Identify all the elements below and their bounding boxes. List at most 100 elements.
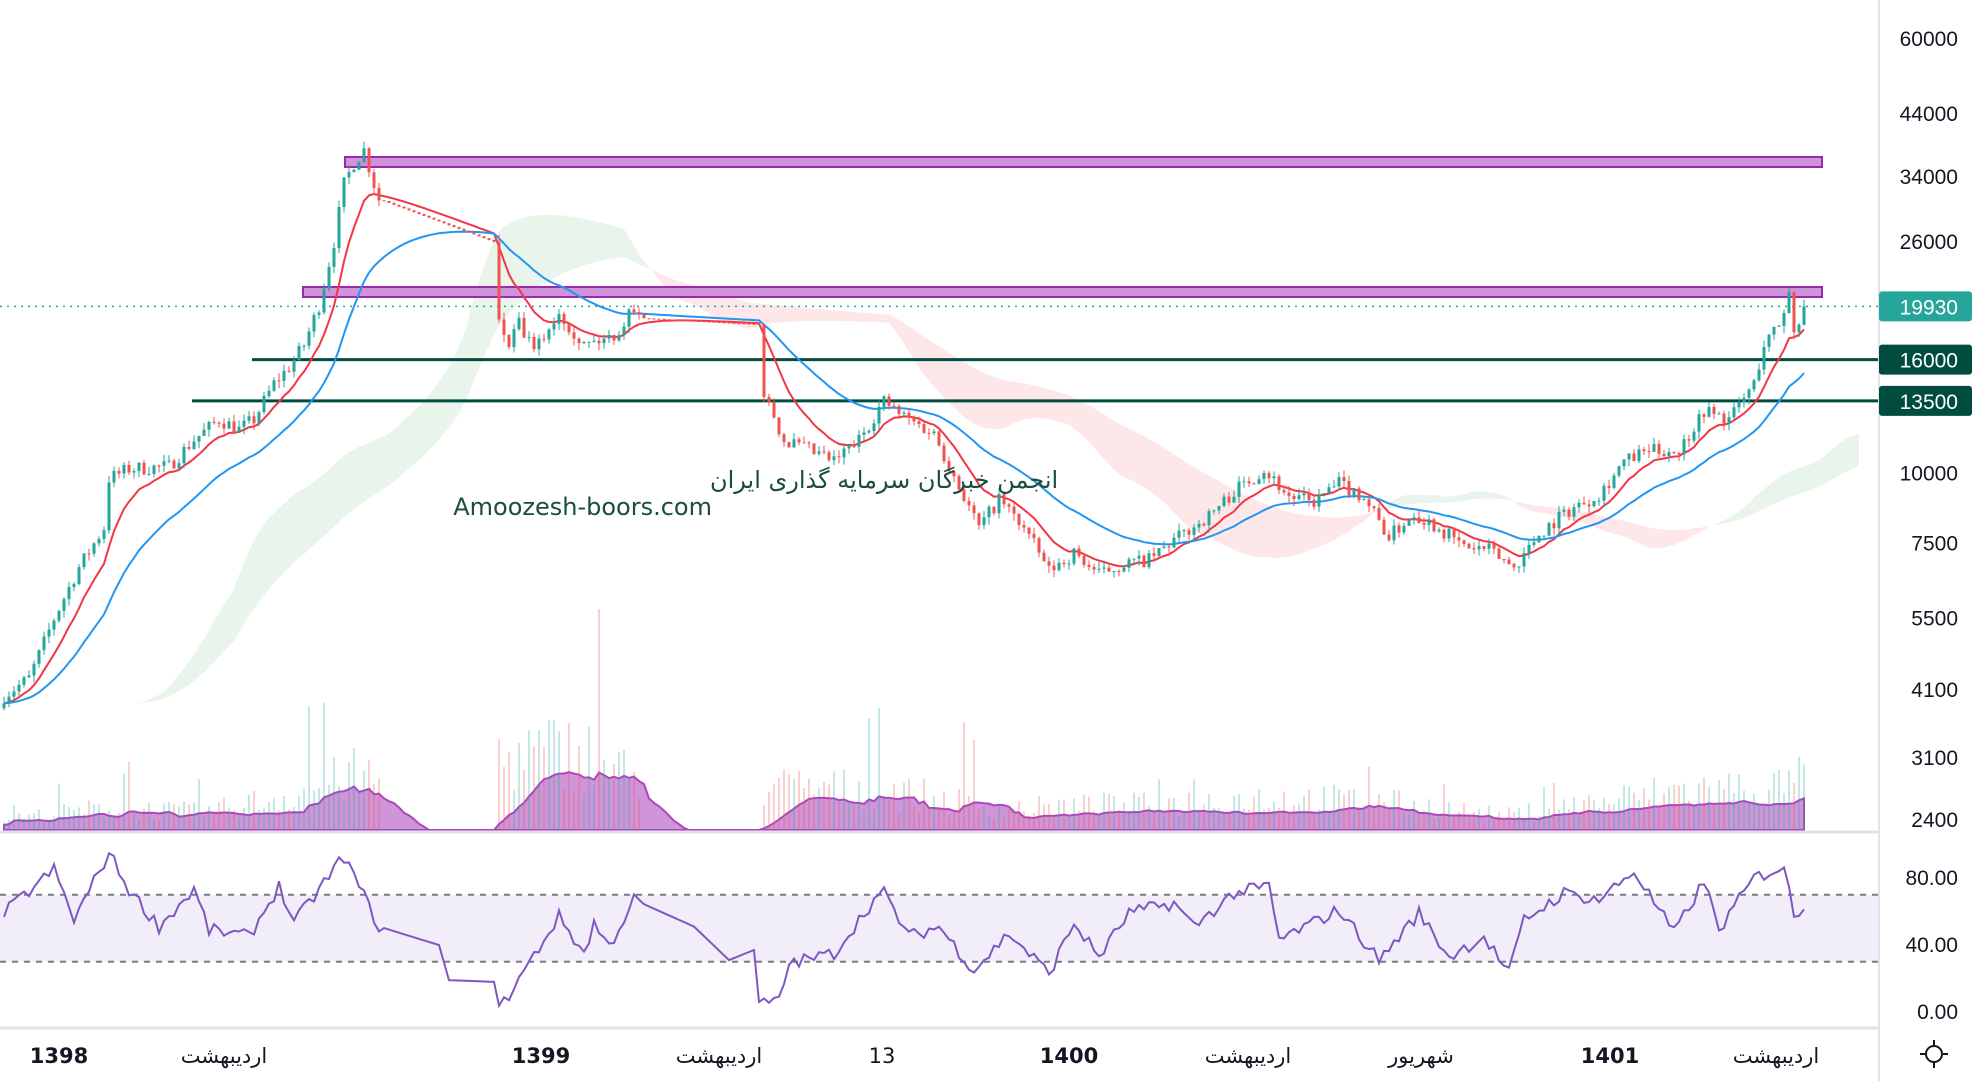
- cloud-segment: [659, 272, 664, 286]
- candle-body: [1762, 346, 1766, 370]
- candle-body: [262, 395, 266, 413]
- cloud-segment: [1299, 514, 1304, 555]
- cloud-segment: [299, 488, 304, 558]
- cloud-segment: [1069, 395, 1074, 429]
- cloud-segment: [364, 443, 369, 502]
- cloud-segment: [1219, 481, 1224, 546]
- cloud-segment: [1644, 526, 1649, 548]
- cloud-segment: [1109, 417, 1114, 470]
- cloud-segment: [639, 254, 644, 267]
- cloud-segment: [549, 214, 554, 281]
- cloud-segment: [1264, 503, 1269, 558]
- candle-body: [1022, 524, 1026, 528]
- candle-body: [1117, 571, 1121, 573]
- price-tick: 3100: [1911, 747, 1958, 770]
- cloud-segment: [1474, 491, 1479, 500]
- candle-body: [1132, 558, 1136, 560]
- cloud-segment: [999, 378, 1004, 430]
- candle-body: [747, 323, 751, 325]
- cloud-segment: [1244, 494, 1249, 556]
- candle-body: [1332, 486, 1336, 488]
- cloud-segment: [1664, 529, 1669, 548]
- cloud-segment: [1424, 495, 1429, 504]
- cloud-segment: [249, 540, 254, 617]
- price-axis[interactable]: [1879, 0, 1972, 1081]
- candle-body: [1437, 529, 1441, 532]
- candle-body: [422, 214, 426, 216]
- cloud-segment: [1609, 517, 1614, 535]
- candle-body: [357, 162, 361, 170]
- cloud-segment: [194, 646, 199, 681]
- cloud-segment: [1164, 447, 1169, 508]
- cloud-segment: [434, 382, 439, 446]
- cloud-segment: [1524, 503, 1529, 511]
- settings-icon[interactable]: [1920, 1040, 1948, 1068]
- candle-body: [867, 430, 871, 433]
- candle-body: [507, 334, 511, 348]
- cloud-segment: [1719, 520, 1724, 525]
- cloud-segment: [239, 561, 244, 633]
- candle-body: [1627, 453, 1631, 460]
- cloud-segment: [1129, 428, 1134, 482]
- ma-slow-line: [3, 230, 1805, 705]
- cloud-segment: [814, 308, 819, 321]
- candle-body: [872, 423, 876, 431]
- cloud-segment: [1509, 498, 1514, 502]
- candle-body: [152, 465, 156, 474]
- cloud-segment: [1194, 467, 1199, 534]
- candle-body: [1347, 480, 1351, 496]
- cloud-segment: [1054, 390, 1059, 422]
- cloud-segment: [1514, 501, 1519, 506]
- cloud-segment: [259, 524, 264, 602]
- cloud-segment: [1099, 411, 1104, 459]
- candle-body: [1177, 530, 1181, 538]
- candle-body: [432, 217, 436, 220]
- cloud-segment: [1819, 456, 1824, 487]
- rsi-tick: 40.00: [1905, 934, 1958, 957]
- cloud-segment: [1849, 435, 1854, 471]
- candle-body: [1732, 407, 1736, 418]
- time-tick: 1398: [30, 1044, 88, 1068]
- candle-body: [427, 215, 431, 218]
- cloud-segment: [1319, 516, 1324, 547]
- cloud-segment: [174, 674, 179, 694]
- candle-body: [1292, 495, 1296, 499]
- candle-body: [1322, 492, 1326, 495]
- candle-body: [797, 439, 801, 443]
- candle-body: [1027, 527, 1031, 534]
- cloud-segment: [1599, 515, 1604, 531]
- candle-body: [382, 200, 386, 202]
- candle-body: [852, 445, 856, 447]
- resistance-zone-low: [302, 286, 1823, 298]
- cloud-segment: [459, 333, 464, 413]
- candle-body: [1707, 406, 1711, 417]
- candle-body: [1492, 543, 1496, 549]
- cloud-segment: [764, 303, 769, 325]
- candle-body: [57, 610, 61, 621]
- cloud-segment: [224, 596, 229, 652]
- candle-body: [1247, 481, 1251, 484]
- candle-body: [1152, 553, 1156, 556]
- candle-body: [557, 314, 561, 324]
- candle-body: [307, 331, 311, 346]
- cloud-segment: [1464, 492, 1469, 501]
- cloud-segment: [1144, 436, 1149, 491]
- candle-body: [687, 320, 691, 322]
- candle-body: [1737, 402, 1741, 408]
- candle-body: [1217, 505, 1221, 511]
- cloud-segment: [269, 512, 274, 589]
- cloud-segment: [479, 266, 484, 369]
- candle-body: [237, 426, 241, 433]
- candle-body: [387, 201, 391, 203]
- candle-body: [1537, 535, 1541, 543]
- cloud-segment: [1799, 466, 1804, 494]
- candle-body: [1072, 548, 1076, 564]
- candle-body: [162, 461, 166, 466]
- cloud-segment: [904, 323, 909, 352]
- cloud-segment: [209, 621, 214, 668]
- candle-body: [627, 309, 631, 327]
- time-axis[interactable]: 1398 اردیبهشت 1399 اردیبهشت 13 1400 اردیبهشت شه…: [30, 1044, 1820, 1068]
- cloud-segment: [1854, 433, 1859, 469]
- cloud-segment: [1669, 529, 1674, 547]
